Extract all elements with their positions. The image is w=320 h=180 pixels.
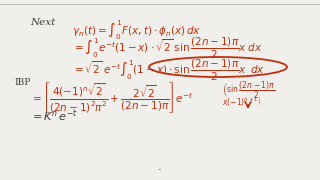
Text: $=K^n\,e^{-t}$: $=K^n\,e^{-t}$ [30, 108, 78, 124]
Text: $=\sqrt{2}\;e^{-t}\int_0^1(1-x)\cdot\sin\dfrac{(2n-1)\pi}{2}x\;\;dx$: $=\sqrt{2}\;e^{-t}\int_0^1(1-x)\cdot\sin… [72, 58, 265, 83]
Text: $\left(\sin\dfrac{(2n-1)\pi}{2}\right.$: $\left(\sin\dfrac{(2n-1)\pi}{2}\right.$ [222, 80, 276, 101]
Text: $=\left[\dfrac{4(-1)^n\sqrt{2}}{(2n-1)^2\pi^2}+\dfrac{2\sqrt{2}}{(2n-1)\pi}\righ: $=\left[\dfrac{4(-1)^n\sqrt{2}}{(2n-1)^2… [30, 80, 194, 114]
Text: $\left.x(-1)^{n+1}\right)$: $\left.x(-1)^{n+1}\right)$ [222, 94, 262, 108]
Text: $\gamma_n(t)=\int_0^1 F(x,t)\cdot\phi_n(x)\,dx$: $\gamma_n(t)=\int_0^1 F(x,t)\cdot\phi_n(… [72, 18, 201, 42]
Text: .: . [158, 162, 162, 172]
Text: $=\int_0^1 e^{-t}(1-x)\cdot\sqrt{2}\;\sin\dfrac{(2n-1)\pi}{2}x\;dx$: $=\int_0^1 e^{-t}(1-x)\cdot\sqrt{2}\;\si… [72, 36, 262, 61]
Text: Next: Next [30, 18, 55, 27]
Text: IBP: IBP [14, 78, 30, 87]
